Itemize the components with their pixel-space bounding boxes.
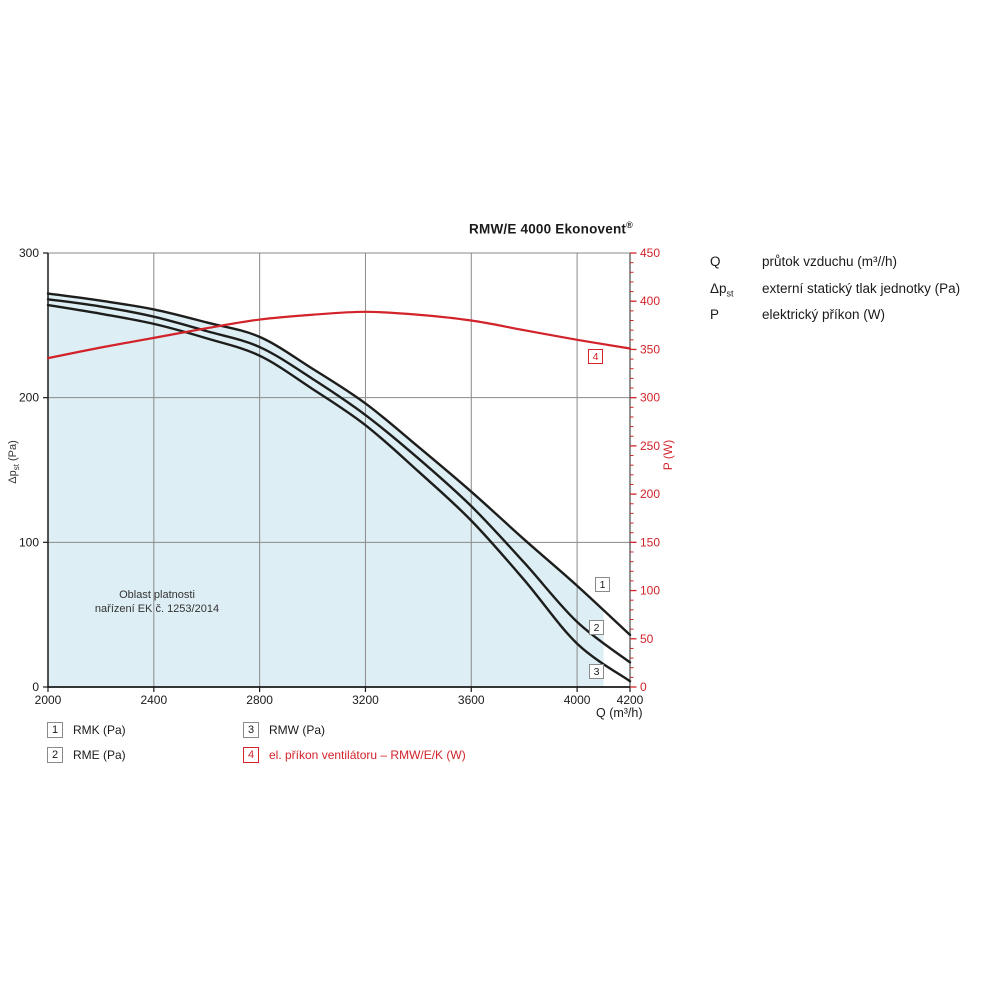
svg-text:200: 200 bbox=[19, 391, 39, 405]
svg-text:300: 300 bbox=[19, 246, 39, 260]
chart-title: RMW/E 4000 Ekonovent® bbox=[469, 220, 633, 237]
y-axis-left-label: Δpst (Pa) bbox=[6, 440, 22, 484]
legend-item-rmk: 1 RMK (Pa) bbox=[47, 722, 126, 738]
svg-text:2000: 2000 bbox=[35, 693, 62, 707]
svg-text:400: 400 bbox=[640, 294, 660, 308]
validity-region-label: Oblast platnosti nařízení EK č. 1253/201… bbox=[94, 589, 220, 615]
y-axis-right-label: P (W) bbox=[661, 439, 675, 471]
curve-marker-3: 3 bbox=[589, 664, 604, 679]
svg-text:50: 50 bbox=[640, 632, 654, 646]
svg-text:3600: 3600 bbox=[458, 693, 485, 707]
legend-box-2: 2 bbox=[47, 747, 63, 763]
legend-item-rme: 2 RME (Pa) bbox=[47, 747, 126, 763]
svg-text:0: 0 bbox=[640, 680, 647, 694]
x-axis-label: Q (m³/h) bbox=[596, 706, 643, 720]
legend-box-1: 1 bbox=[47, 722, 63, 738]
curve-marker-2: 2 bbox=[589, 620, 604, 635]
svg-text:4200: 4200 bbox=[617, 693, 644, 707]
svg-text:4000: 4000 bbox=[564, 693, 591, 707]
svg-text:450: 450 bbox=[640, 246, 660, 260]
svg-text:250: 250 bbox=[640, 439, 660, 453]
curve-marker-4: 4 bbox=[588, 349, 603, 364]
svg-text:300: 300 bbox=[640, 391, 660, 405]
svg-text:150: 150 bbox=[640, 535, 660, 549]
svg-text:100: 100 bbox=[640, 584, 660, 598]
legend-box-4: 4 bbox=[243, 747, 259, 763]
svg-text:3200: 3200 bbox=[352, 693, 379, 707]
svg-text:0: 0 bbox=[32, 680, 39, 694]
svg-text:200: 200 bbox=[640, 487, 660, 501]
symbol-legend-row-dpst: Δpst externí statický tlak jednotky (Pa) bbox=[710, 280, 961, 299]
svg-text:100: 100 bbox=[19, 535, 39, 549]
symbol-legend-row-p: P elektrický příkon (W) bbox=[710, 307, 886, 323]
svg-text:2400: 2400 bbox=[140, 693, 167, 707]
svg-text:2800: 2800 bbox=[246, 693, 273, 707]
symbol-legend-row-q: Q průtok vzduchu (m³//h) bbox=[710, 254, 898, 269]
legend-item-rmw: 3 RMW (Pa) bbox=[243, 722, 325, 738]
curve-marker-1: 1 bbox=[595, 577, 610, 592]
legend-box-3: 3 bbox=[243, 722, 259, 738]
svg-text:350: 350 bbox=[640, 342, 660, 356]
symbol-legend: Q průtok vzduchu (m³//h) Δpst externí st… bbox=[710, 251, 960, 331]
legend-item-power: 4 el. příkon ventilátoru – RMW/E/K (W) bbox=[243, 747, 466, 763]
